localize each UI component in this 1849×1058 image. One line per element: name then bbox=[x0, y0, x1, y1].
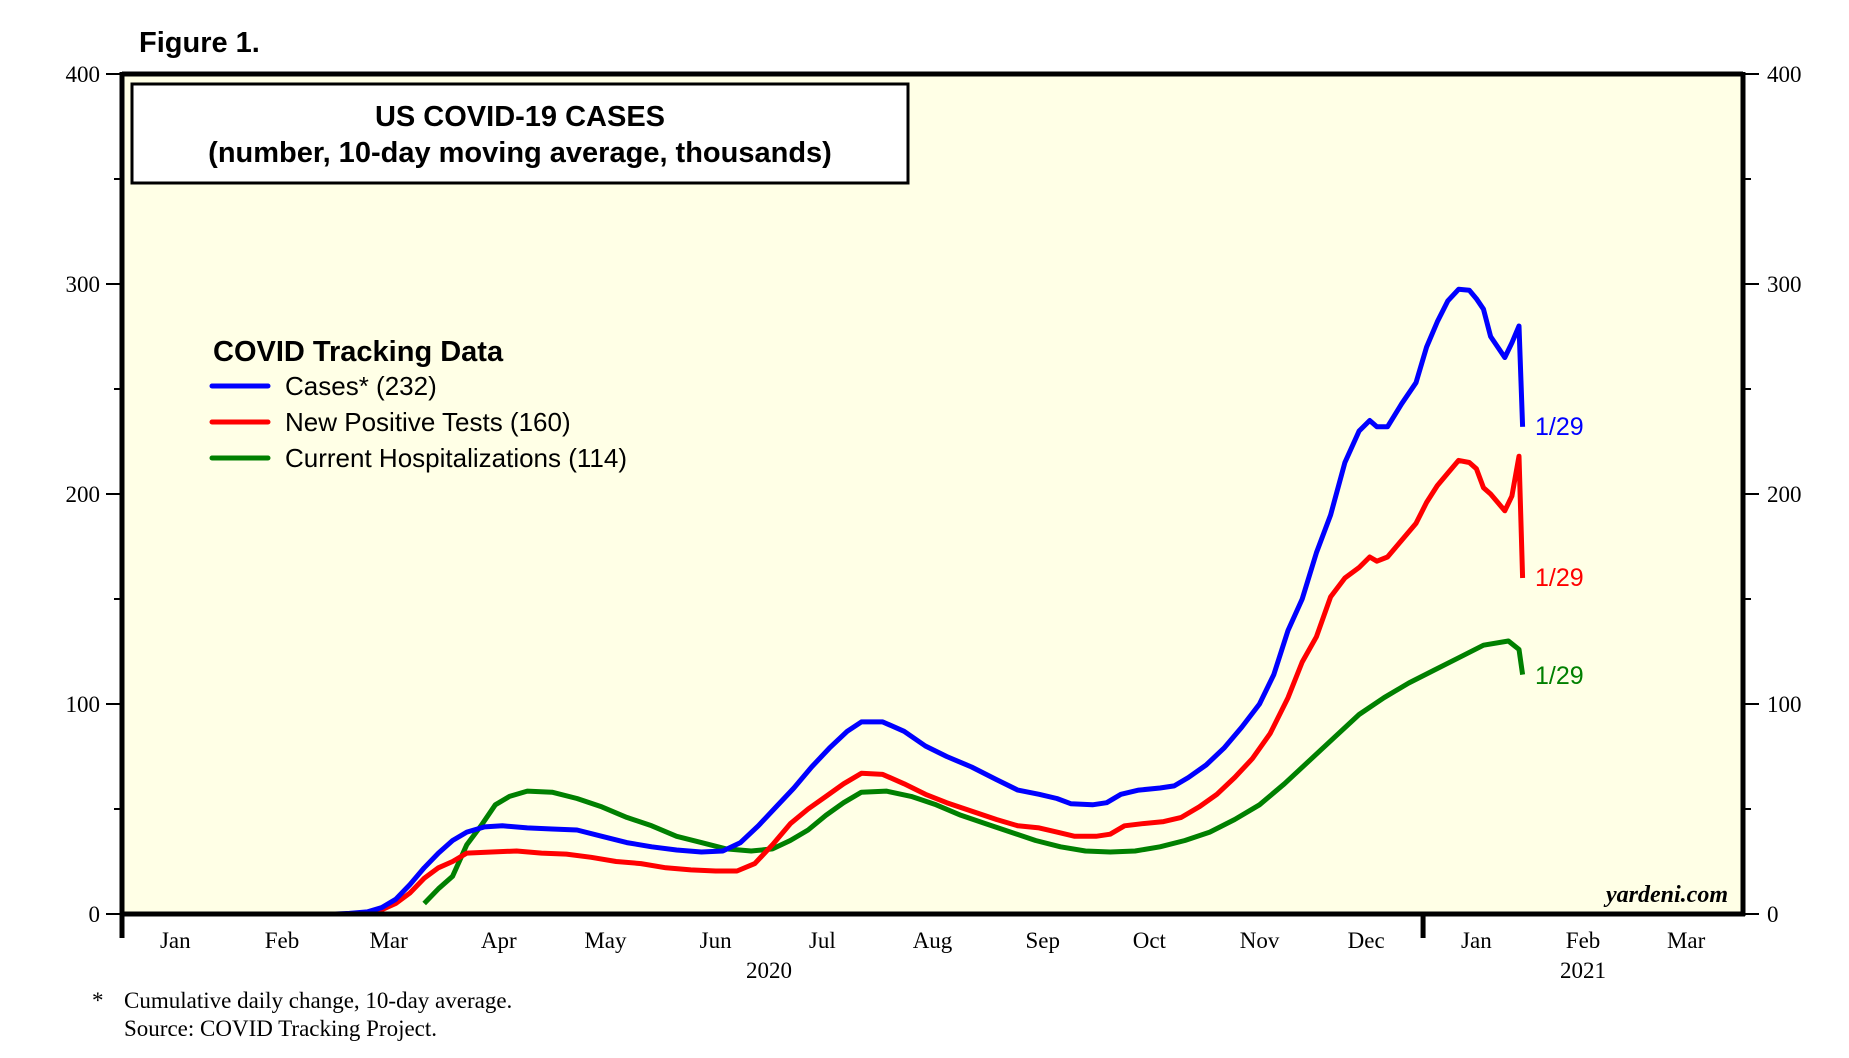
legend-title: COVID Tracking Data bbox=[213, 336, 504, 368]
x-tick-label: Oct bbox=[1133, 928, 1167, 953]
y-axis-right: 0 100 200 300 400 bbox=[1743, 62, 1802, 927]
y-tick-label-left: 400 bbox=[66, 62, 101, 87]
x-tick-label: Jun bbox=[700, 928, 732, 953]
y-axis-left: 0 100 200 300 400 bbox=[66, 62, 122, 927]
watermark: yardeni.com bbox=[1603, 882, 1728, 908]
legend-label-new-positive-tests: New Positive Tests (160) bbox=[285, 407, 571, 437]
x-tick-label: Sep bbox=[1025, 928, 1060, 953]
legend-label-hospitalizations: Current Hospitalizations (114) bbox=[285, 443, 627, 473]
end-label-new-positive-tests: 1/29 bbox=[1535, 564, 1584, 592]
end-label-hospitalizations: 1/29 bbox=[1535, 662, 1584, 690]
chart-subtitle: (number, 10-day moving average, thousand… bbox=[208, 137, 832, 169]
y-tick-label-right: 300 bbox=[1767, 272, 1802, 297]
y-tick-label-right: 100 bbox=[1767, 692, 1802, 717]
legend-label-cases: Cases* (232) bbox=[285, 371, 437, 401]
x-tick-label: May bbox=[584, 928, 627, 953]
x-tick-label: Feb bbox=[265, 928, 300, 953]
x-tick-label: Jul bbox=[809, 928, 836, 953]
x-year-label: 2020 bbox=[746, 958, 792, 983]
x-tick-label: Jan bbox=[1461, 928, 1492, 953]
x-tick-label: Feb bbox=[1566, 928, 1601, 953]
y-tick-label-left: 100 bbox=[66, 692, 101, 717]
series-line-current-hospitalizations bbox=[422, 638, 1526, 906]
footnote-source: Source: COVID Tracking Project. bbox=[124, 1016, 437, 1041]
x-year-label: 2021 bbox=[1560, 958, 1606, 983]
x-axis: Jan Feb Mar Apr May Jun Jul Aug Sep Oct Nov Dec Jan F… bbox=[160, 914, 1706, 983]
y-tick-label-left: 300 bbox=[66, 272, 101, 297]
x-tick-label: Jan bbox=[160, 928, 191, 953]
plot-area bbox=[122, 74, 1743, 914]
footnote-line-1: Cumulative daily change, 10-day average. bbox=[124, 988, 512, 1013]
x-tick-label: Mar bbox=[369, 928, 408, 953]
y-tick-label-left: 200 bbox=[66, 482, 101, 507]
y-tick-label-right: 200 bbox=[1767, 482, 1802, 507]
series-line-cases bbox=[196, 286, 1526, 917]
title-box bbox=[130, 82, 910, 185]
legend: COVID Tracking Data Cases* (232) New Pos… bbox=[209, 336, 627, 473]
y-tick-label-right: 400 bbox=[1767, 62, 1802, 87]
x-tick-label: Dec bbox=[1348, 928, 1385, 953]
x-tick-label: Apr bbox=[481, 928, 517, 953]
y-tick-label-left: 0 bbox=[89, 902, 101, 927]
figure-label: Figure 1. bbox=[139, 27, 260, 59]
x-tick-label: Mar bbox=[1667, 928, 1706, 953]
x-tick-label: Nov bbox=[1240, 928, 1280, 953]
chart-title: US COVID-19 CASES bbox=[375, 101, 665, 133]
footnote-marker: * bbox=[92, 988, 104, 1013]
end-label-cases: 1/29 bbox=[1535, 413, 1584, 441]
y-tick-label-right: 0 bbox=[1767, 902, 1779, 927]
series-layer bbox=[171, 286, 1526, 917]
x-tick-label: Aug bbox=[913, 928, 953, 953]
series-line-new-positive-tests bbox=[171, 453, 1526, 917]
